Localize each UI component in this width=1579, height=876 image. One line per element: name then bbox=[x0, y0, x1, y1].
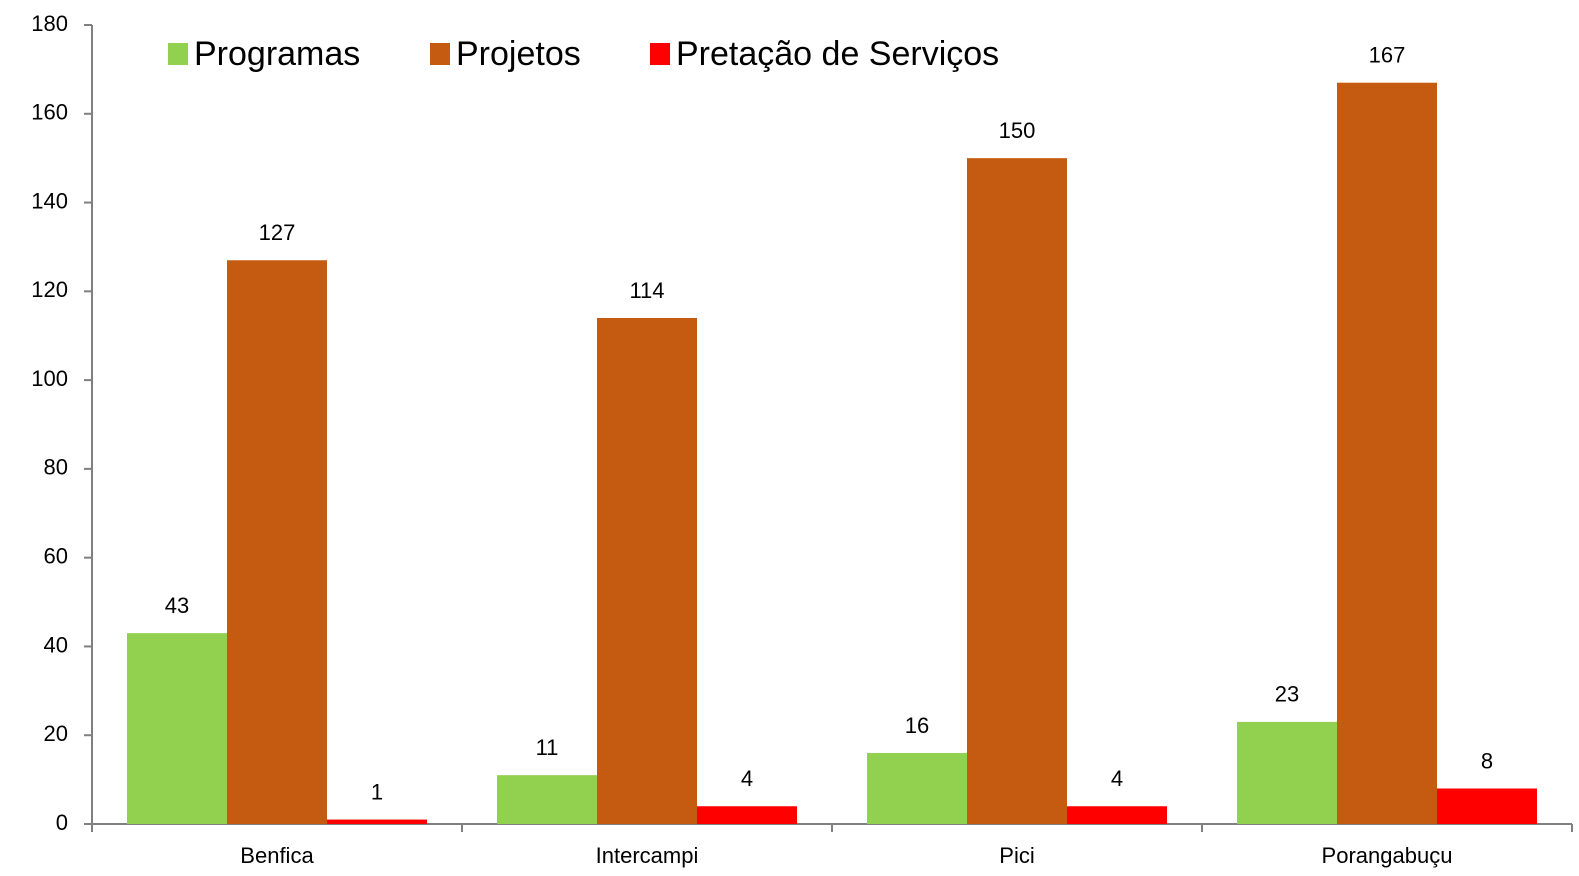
data-label: 4 bbox=[1111, 766, 1123, 791]
data-label: 23 bbox=[1275, 682, 1299, 707]
bar bbox=[867, 752, 967, 824]
legend-label: Programas bbox=[194, 35, 360, 73]
data-label: 1 bbox=[371, 779, 383, 804]
bar bbox=[327, 819, 427, 824]
bar bbox=[1337, 82, 1437, 824]
x-tick-label: Pici bbox=[999, 843, 1034, 868]
bar bbox=[1067, 806, 1167, 824]
y-tick-label: 140 bbox=[31, 188, 68, 213]
y-tick-label: 100 bbox=[31, 366, 68, 391]
x-tick-label: Porangabuçu bbox=[1322, 843, 1453, 868]
x-tick-label: Intercampi bbox=[596, 843, 699, 868]
legend-label: Pretação de Serviços bbox=[676, 35, 999, 73]
bar bbox=[227, 260, 327, 824]
bar bbox=[127, 633, 227, 824]
legend-label: Projetos bbox=[456, 35, 581, 73]
y-tick-label: 0 bbox=[56, 810, 68, 835]
data-label: 16 bbox=[905, 713, 929, 738]
bar bbox=[967, 158, 1067, 824]
bar bbox=[697, 806, 797, 824]
bar bbox=[1437, 788, 1537, 824]
data-label: 150 bbox=[999, 118, 1036, 143]
y-tick-label: 120 bbox=[31, 277, 68, 302]
data-label: 127 bbox=[259, 220, 296, 245]
y-tick-label: 80 bbox=[44, 455, 68, 480]
legend-swatch bbox=[430, 43, 450, 65]
bar bbox=[497, 775, 597, 824]
y-tick-label: 180 bbox=[31, 11, 68, 36]
bar bbox=[1237, 721, 1337, 824]
y-tick-label: 60 bbox=[44, 543, 68, 568]
data-label: 4 bbox=[741, 766, 753, 791]
y-tick-label: 40 bbox=[44, 632, 68, 657]
y-tick-label: 20 bbox=[44, 721, 68, 746]
data-label: 8 bbox=[1481, 748, 1493, 773]
data-label: 167 bbox=[1369, 43, 1406, 68]
data-label: 11 bbox=[536, 735, 559, 760]
y-tick-label: 160 bbox=[31, 100, 68, 125]
legend-swatch bbox=[168, 43, 188, 65]
legend-swatch bbox=[650, 43, 670, 65]
x-tick-label: Benfica bbox=[240, 843, 314, 868]
data-label: 114 bbox=[629, 278, 664, 303]
data-label: 43 bbox=[165, 593, 189, 618]
bar bbox=[597, 317, 697, 824]
